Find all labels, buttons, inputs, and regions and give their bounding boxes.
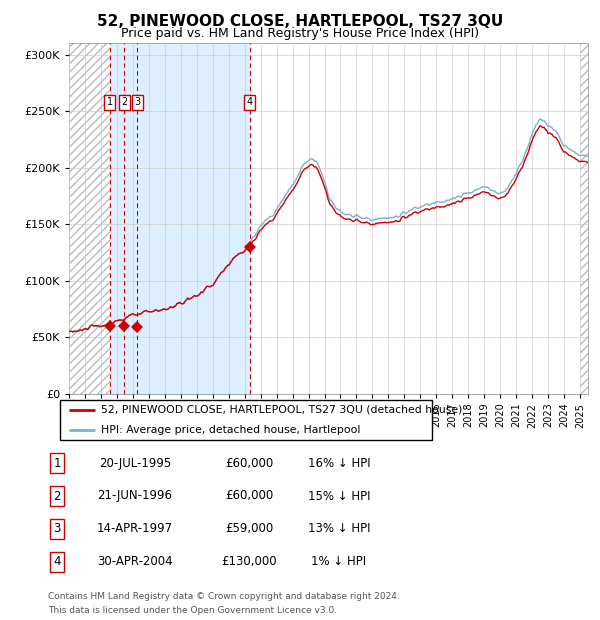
Text: 15% ↓ HPI: 15% ↓ HPI (308, 490, 370, 502)
Text: £60,000: £60,000 (225, 490, 273, 502)
Text: £60,000: £60,000 (225, 457, 273, 469)
FancyBboxPatch shape (60, 400, 432, 440)
Text: £130,000: £130,000 (221, 556, 277, 568)
Text: Price paid vs. HM Land Registry's House Price Index (HPI): Price paid vs. HM Land Registry's House … (121, 27, 479, 40)
Text: 21-JUN-1996: 21-JUN-1996 (97, 490, 173, 502)
Text: 3: 3 (134, 97, 140, 107)
Text: 13% ↓ HPI: 13% ↓ HPI (308, 523, 370, 535)
Text: 20-JUL-1995: 20-JUL-1995 (99, 457, 171, 469)
Text: 4: 4 (53, 556, 61, 568)
Text: HPI: Average price, detached house, Hartlepool: HPI: Average price, detached house, Hart… (101, 425, 360, 435)
Text: 52, PINEWOOD CLOSE, HARTLEPOOL, TS27 3QU: 52, PINEWOOD CLOSE, HARTLEPOOL, TS27 3QU (97, 14, 503, 29)
Text: 4: 4 (247, 97, 253, 107)
Text: 30-APR-2004: 30-APR-2004 (97, 556, 173, 568)
Text: £59,000: £59,000 (225, 523, 273, 535)
Text: 1: 1 (107, 97, 113, 107)
Text: 16% ↓ HPI: 16% ↓ HPI (308, 457, 370, 469)
Text: 1% ↓ HPI: 1% ↓ HPI (311, 556, 367, 568)
Text: 2: 2 (121, 97, 128, 107)
Text: This data is licensed under the Open Government Licence v3.0.: This data is licensed under the Open Gov… (48, 606, 337, 615)
Text: 2: 2 (53, 490, 61, 502)
Text: Contains HM Land Registry data © Crown copyright and database right 2024.: Contains HM Land Registry data © Crown c… (48, 592, 400, 601)
Text: 52, PINEWOOD CLOSE, HARTLEPOOL, TS27 3QU (detached house): 52, PINEWOOD CLOSE, HARTLEPOOL, TS27 3QU… (101, 405, 462, 415)
Text: 3: 3 (53, 523, 61, 535)
Text: 1: 1 (53, 457, 61, 469)
Text: 14-APR-1997: 14-APR-1997 (97, 523, 173, 535)
